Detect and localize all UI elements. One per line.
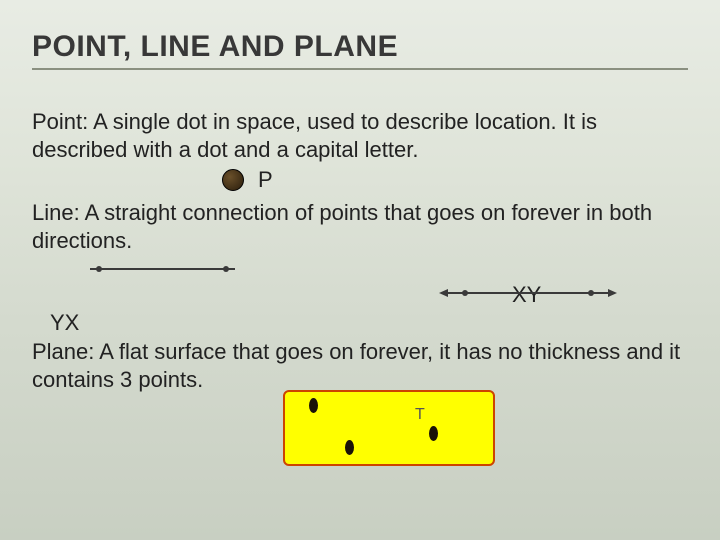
line-segment-1 <box>90 268 235 270</box>
point-example: P <box>222 167 688 193</box>
arrow-right-icon <box>608 289 617 297</box>
line-label-yx: YX <box>32 310 688 336</box>
line-endpoint-dot <box>96 266 102 272</box>
point-label: P <box>258 167 273 193</box>
plane-point-dot <box>345 440 354 455</box>
line-segment-2 <box>448 292 608 294</box>
line-definition: Line: A straight connection of points th… <box>32 199 688 254</box>
point-definition: Point: A single dot in space, used to de… <box>32 108 688 163</box>
plane-point-dot <box>309 398 318 413</box>
line-example-1 <box>32 260 688 278</box>
plane-rectangle: T <box>283 390 495 466</box>
line-endpoint-dot <box>223 266 229 272</box>
arrow-left-icon <box>439 289 448 297</box>
title-underline: POINT, LINE AND PLANE <box>32 30 688 70</box>
plane-label: T <box>415 406 425 424</box>
line-endpoint-dot <box>588 290 594 296</box>
slide-container: POINT, LINE AND PLANE Point: A single do… <box>0 0 720 540</box>
slide-title: POINT, LINE AND PLANE <box>32 30 688 64</box>
point-dot-icon <box>222 169 244 191</box>
plane-point-dot <box>429 426 438 441</box>
line-label-xy: XY <box>512 282 541 308</box>
line-endpoint-dot <box>462 290 468 296</box>
plane-definition: Plane: A flat surface that goes on forev… <box>32 338 688 393</box>
